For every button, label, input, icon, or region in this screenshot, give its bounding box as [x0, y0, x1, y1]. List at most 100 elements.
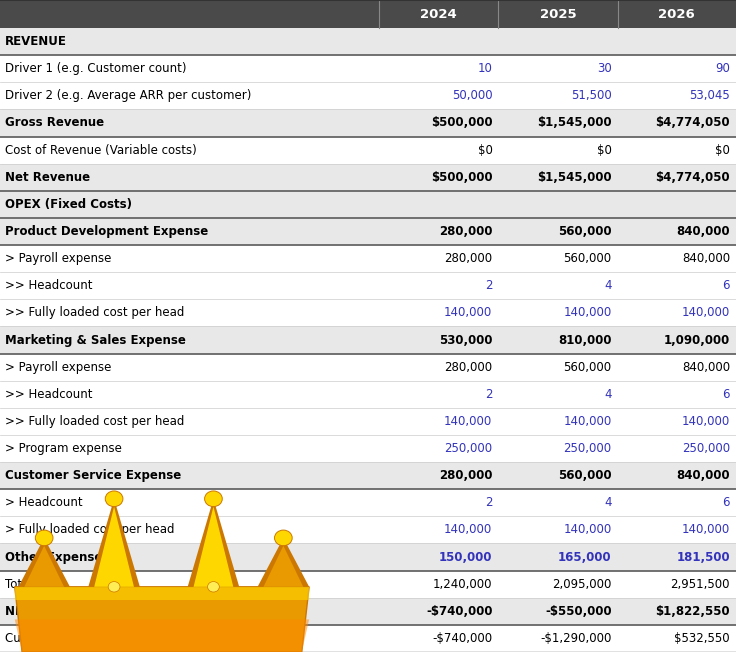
Text: $0: $0	[478, 143, 492, 156]
Text: $1,822,550: $1,822,550	[656, 605, 730, 618]
FancyBboxPatch shape	[0, 82, 736, 110]
Text: 840,000: 840,000	[676, 469, 730, 482]
FancyBboxPatch shape	[0, 245, 736, 272]
Text: $0: $0	[597, 143, 612, 156]
Text: 810,000: 810,000	[558, 334, 612, 346]
Text: Customer Service Expense: Customer Service Expense	[5, 469, 181, 482]
Text: 2: 2	[485, 279, 492, 292]
Text: Marketing & Sales Expense: Marketing & Sales Expense	[5, 334, 186, 346]
Text: 53,045: 53,045	[690, 89, 730, 102]
Text: 250,000: 250,000	[682, 442, 730, 455]
Text: 140,000: 140,000	[682, 306, 730, 319]
Circle shape	[35, 530, 53, 546]
Polygon shape	[15, 587, 309, 600]
Text: 140,000: 140,000	[444, 415, 492, 428]
Polygon shape	[263, 546, 303, 587]
Text: $1,545,000: $1,545,000	[537, 171, 612, 184]
Text: 140,000: 140,000	[563, 306, 612, 319]
FancyBboxPatch shape	[0, 570, 736, 598]
FancyBboxPatch shape	[0, 110, 736, 136]
Text: 10: 10	[478, 62, 492, 75]
Text: >> Fully loaded cost per head: >> Fully loaded cost per head	[5, 306, 185, 319]
Polygon shape	[258, 538, 309, 587]
Circle shape	[275, 530, 292, 546]
Text: OPEX (Fixed Costs): OPEX (Fixed Costs)	[5, 198, 132, 211]
Text: -$740,000: -$740,000	[432, 632, 492, 645]
FancyBboxPatch shape	[0, 353, 736, 381]
FancyBboxPatch shape	[0, 598, 736, 625]
FancyBboxPatch shape	[0, 136, 736, 164]
FancyBboxPatch shape	[0, 299, 736, 327]
Text: $1,545,000: $1,545,000	[537, 117, 612, 130]
Text: $532,550: $532,550	[674, 632, 730, 645]
Text: 140,000: 140,000	[563, 524, 612, 537]
Text: > Fully loaded cost per head: > Fully loaded cost per head	[5, 524, 174, 537]
FancyBboxPatch shape	[0, 191, 736, 218]
Text: Total Opex: Total Opex	[5, 578, 68, 591]
FancyBboxPatch shape	[0, 516, 736, 544]
Text: 50,000: 50,000	[452, 89, 492, 102]
Text: 181,500: 181,500	[676, 550, 730, 563]
Text: 140,000: 140,000	[444, 306, 492, 319]
Text: 4: 4	[604, 279, 612, 292]
FancyBboxPatch shape	[0, 435, 736, 462]
Text: 2024: 2024	[420, 8, 457, 20]
Text: $0: $0	[715, 143, 730, 156]
Text: 6: 6	[723, 496, 730, 509]
Text: 840,000: 840,000	[682, 361, 730, 374]
Text: $4,774,050: $4,774,050	[656, 171, 730, 184]
Polygon shape	[94, 507, 134, 587]
Polygon shape	[24, 546, 64, 587]
FancyBboxPatch shape	[0, 462, 736, 489]
Text: 2,095,000: 2,095,000	[552, 578, 612, 591]
Text: 51,500: 51,500	[571, 89, 612, 102]
FancyBboxPatch shape	[0, 218, 736, 245]
FancyBboxPatch shape	[0, 489, 736, 516]
Circle shape	[208, 582, 219, 592]
Polygon shape	[188, 499, 239, 587]
FancyBboxPatch shape	[0, 327, 736, 353]
Text: 30: 30	[597, 62, 612, 75]
Text: REVENUE: REVENUE	[5, 35, 67, 48]
Text: 250,000: 250,000	[445, 442, 492, 455]
FancyBboxPatch shape	[0, 381, 736, 408]
Text: 140,000: 140,000	[682, 524, 730, 537]
Text: 150,000: 150,000	[439, 550, 492, 563]
Text: 1,240,000: 1,240,000	[433, 578, 492, 591]
Text: Driver 2 (e.g. Average ARR per customer): Driver 2 (e.g. Average ARR per customer)	[5, 89, 252, 102]
Text: -$550,000: -$550,000	[545, 605, 612, 618]
Text: 165,000: 165,000	[558, 550, 612, 563]
Polygon shape	[88, 499, 140, 587]
Text: 4: 4	[604, 388, 612, 401]
Text: -$740,000: -$740,000	[426, 605, 492, 618]
Text: 280,000: 280,000	[439, 225, 492, 238]
FancyBboxPatch shape	[0, 55, 736, 82]
Text: Cost of Revenue (Variable costs): Cost of Revenue (Variable costs)	[5, 143, 197, 156]
FancyBboxPatch shape	[0, 408, 736, 435]
FancyBboxPatch shape	[0, 625, 736, 652]
Text: >> Headcount: >> Headcount	[5, 388, 93, 401]
Polygon shape	[15, 619, 309, 652]
Text: > Payroll expense: > Payroll expense	[5, 361, 112, 374]
FancyBboxPatch shape	[0, 544, 736, 570]
Text: 2: 2	[485, 388, 492, 401]
Text: NET INCOME: NET INCOME	[5, 605, 88, 618]
Text: >> Headcount: >> Headcount	[5, 279, 93, 292]
Text: > Program expense: > Program expense	[5, 442, 122, 455]
Polygon shape	[18, 538, 70, 587]
Text: 2025: 2025	[539, 8, 576, 20]
FancyBboxPatch shape	[0, 164, 736, 191]
Text: 2: 2	[485, 496, 492, 509]
Text: Product Development Expense: Product Development Expense	[5, 225, 208, 238]
Text: 560,000: 560,000	[558, 225, 612, 238]
Circle shape	[108, 582, 120, 592]
FancyBboxPatch shape	[0, 272, 736, 299]
Text: 840,000: 840,000	[682, 252, 730, 265]
Text: > Headcount: > Headcount	[5, 496, 82, 509]
Text: 4: 4	[604, 496, 612, 509]
Text: 140,000: 140,000	[682, 415, 730, 428]
Text: 280,000: 280,000	[439, 469, 492, 482]
Circle shape	[205, 491, 222, 507]
Circle shape	[105, 491, 123, 507]
Text: Net Revenue: Net Revenue	[5, 171, 91, 184]
